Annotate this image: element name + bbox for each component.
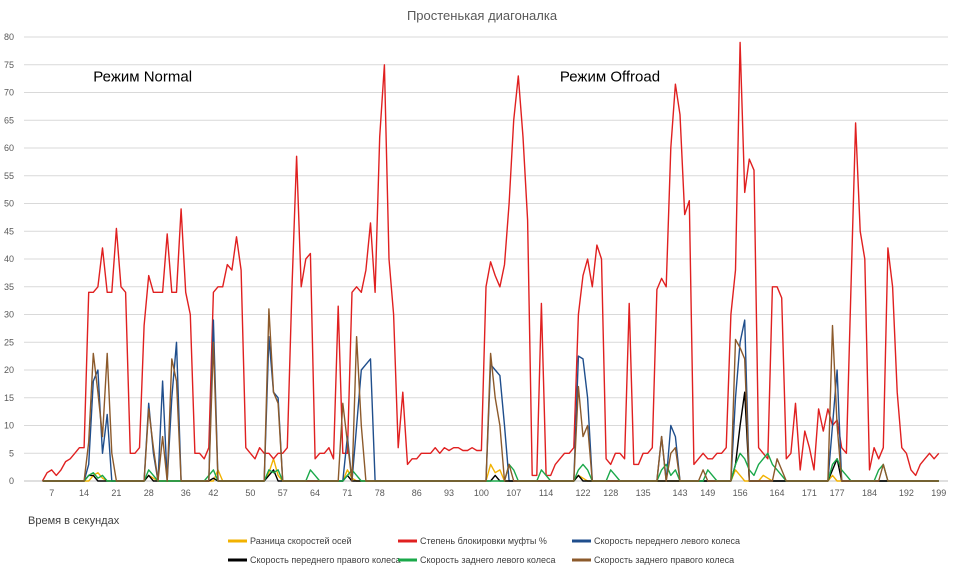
x-tick-label: 107 <box>506 488 521 498</box>
x-tick-label: 128 <box>603 488 618 498</box>
y-tick-label: 25 <box>4 337 14 347</box>
series-line-2 <box>41 41 940 482</box>
x-tick-label: 42 <box>208 488 218 498</box>
x-tick-label: 28 <box>144 488 154 498</box>
x-tick-label: 71 <box>342 488 352 498</box>
x-tick-label: 135 <box>636 488 651 498</box>
x-tick-label: 64 <box>310 488 320 498</box>
y-tick-label: 35 <box>4 282 14 292</box>
x-tick-label: 14 <box>79 488 89 498</box>
legend-label: Скорость заднего правого колеса <box>594 555 734 565</box>
x-tick-label: 50 <box>245 488 255 498</box>
x-axis-ticks: 7 14 21 28 36 42 50 57 64 71 78 86 93 100 107 114 122 128… <box>49 488 946 498</box>
y-tick-label: 65 <box>4 115 14 125</box>
y-tick-label: 75 <box>4 60 14 70</box>
y-tick-label: 15 <box>4 393 14 403</box>
y-tick-label: 55 <box>4 171 14 181</box>
series-line-5 <box>42 452 939 482</box>
x-axis-label: Время в секундах <box>28 515 120 527</box>
x-tick-label: 122 <box>576 488 591 498</box>
legend-label: Разница скоростей осей <box>250 536 352 546</box>
x-tick-label: 184 <box>862 488 877 498</box>
y-tick-label: 40 <box>4 254 14 264</box>
annotation-label: Режим Normal <box>93 68 192 85</box>
y-tick-label: 10 <box>4 421 14 431</box>
x-tick-label: 93 <box>444 488 454 498</box>
x-tick-label: 156 <box>733 488 748 498</box>
x-tick-label: 114 <box>539 488 553 498</box>
x-tick-label: 86 <box>412 488 422 498</box>
annotation-label: Режим Offroad <box>560 68 660 85</box>
y-tick-label: 60 <box>4 143 14 153</box>
y-tick-label: 20 <box>4 365 14 375</box>
annotations: Режим Normal Режим Offroad <box>93 68 660 85</box>
x-tick-label: 149 <box>700 488 715 498</box>
y-tick-label: 50 <box>4 199 14 209</box>
y-tick-label: 0 <box>9 476 14 486</box>
y-axis-ticks: 0 5 10 15 20 25 30 35 40 45 50 55 60 65 70 75 80 <box>4 32 14 486</box>
y-tick-label: 70 <box>4 88 14 98</box>
series-line-1 <box>42 458 939 482</box>
x-tick-label: 57 <box>278 488 288 498</box>
legend-label: Степень блокировки муфты % <box>420 536 547 546</box>
x-tick-label: 164 <box>770 488 785 498</box>
x-tick-label: 21 <box>111 488 121 498</box>
legend-label: Скорость заднего левого колеса <box>420 555 555 565</box>
x-tick-label: 36 <box>181 488 191 498</box>
chart-title: Простенькая диагоналка <box>407 8 558 23</box>
legend: Разница скоростей осей Степень блокировки… <box>228 536 740 565</box>
x-tick-label: 199 <box>931 488 946 498</box>
series-layer <box>41 41 940 482</box>
y-tick-label: 30 <box>4 310 14 320</box>
x-tick-label: 192 <box>899 488 914 498</box>
x-tick-label: 143 <box>673 488 688 498</box>
y-tick-label: 45 <box>4 226 14 236</box>
y-tick-label: 5 <box>9 448 14 458</box>
x-tick-label: 7 <box>49 488 54 498</box>
x-tick-label: 78 <box>375 488 385 498</box>
x-tick-label: 177 <box>830 488 845 498</box>
series-line-6 <box>42 308 939 482</box>
gridlines <box>24 36 948 454</box>
legend-label: Скорость переднего левого колеса <box>594 536 740 546</box>
x-tick-label: 171 <box>802 488 817 498</box>
legend-label: Скорость переднего правого колеса <box>250 555 401 565</box>
y-tick-label: 80 <box>4 32 14 42</box>
x-tick-label: 100 <box>474 488 489 498</box>
